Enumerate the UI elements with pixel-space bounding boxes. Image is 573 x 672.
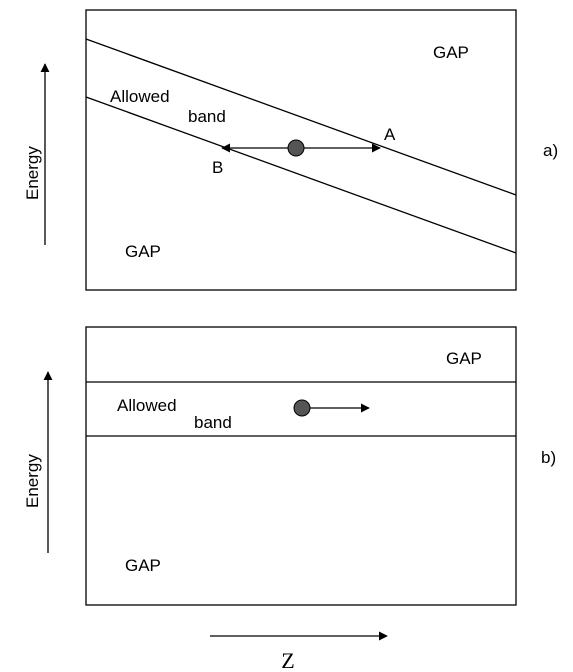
band-label-b: band bbox=[194, 413, 232, 432]
band-upper-edge-a bbox=[85, 38, 517, 196]
z-axis: Z bbox=[210, 631, 388, 672]
point-b-label: B bbox=[212, 158, 223, 177]
panel-a-label: a) bbox=[543, 141, 558, 160]
z-axis-label: Z bbox=[281, 648, 294, 672]
energy-label-a: Energy bbox=[23, 146, 42, 200]
allowed-label-b: Allowed bbox=[117, 396, 177, 415]
gap-label-top-b: GAP bbox=[446, 349, 482, 368]
particle-a bbox=[287, 139, 305, 157]
band-lower-edge-a bbox=[85, 96, 517, 254]
band-label-a: band bbox=[188, 107, 226, 126]
particle-b bbox=[293, 399, 311, 417]
panel-b-label: b) bbox=[541, 448, 556, 467]
panel-b-frame bbox=[85, 326, 517, 606]
gap-label-bottom-b: GAP bbox=[125, 556, 161, 575]
point-a-label: A bbox=[384, 125, 396, 144]
panel-b: Energy GAP GAP Allowed band b) bbox=[23, 326, 556, 606]
panel-a: Energy GAP GAP Allowed band A B a) bbox=[23, 9, 558, 291]
energy-label-b: Energy bbox=[23, 454, 42, 508]
gap-label-bottom-a: GAP bbox=[125, 242, 161, 261]
allowed-label-a: Allowed bbox=[110, 87, 170, 106]
gap-label-top-a: GAP bbox=[433, 43, 469, 62]
